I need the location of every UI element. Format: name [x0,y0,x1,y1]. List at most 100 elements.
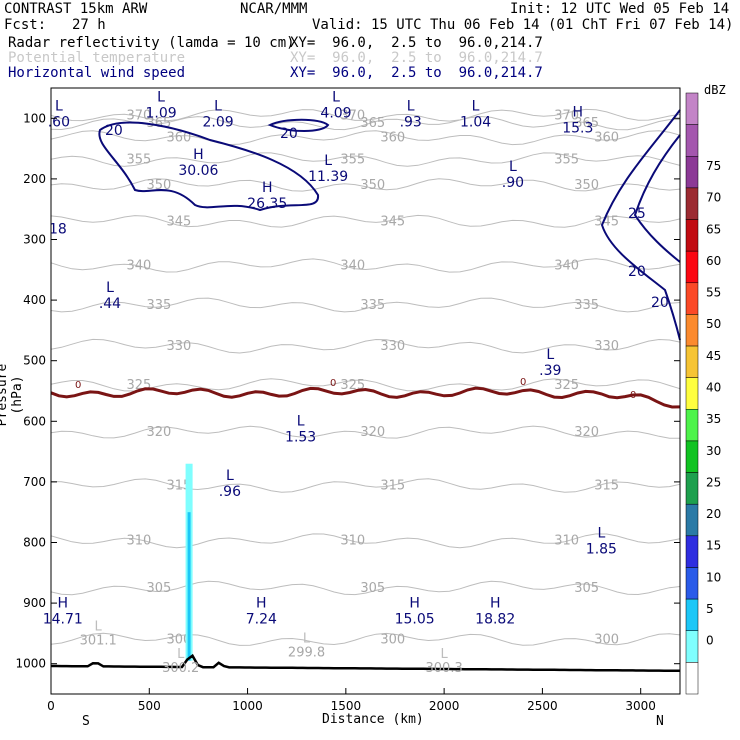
theta-label-355-2: 355 [554,153,579,168]
theta-label-315-0: 315 [166,479,191,494]
extremum-marker-9: L [324,153,332,169]
colorbar: 0 5 10 15 20 25 30 35 40 45 50 55 60 65 70 75 [685,92,721,695]
zero-line-label-3: 0 [630,390,636,401]
extremum-value-9: 11.39 [308,169,348,185]
extremum-marker-2: L [214,98,222,114]
y-tick-label-100: 100 [23,111,46,125]
x-tick-label-1500: 1500 [331,699,362,713]
theta-label-360-0: 360 [166,131,191,146]
extremum-marker-5: L [472,98,480,114]
theta-label-315-1: 315 [380,479,405,494]
wind-label-20-3: 20 [651,295,669,311]
theta-contour-325 [50,378,681,392]
theta-label-340-1: 340 [340,259,365,274]
theta-label-330-0: 330 [166,339,191,354]
x-axis-label: Distance (km) [322,712,424,727]
wind-label-25-4: 25 [628,206,646,222]
colorbar-label-30: 30 [706,444,721,458]
y-tick-label-1000: 1000 [15,657,46,671]
wind-label-20-0: 20 [105,123,123,139]
extremum-marker-7: H [193,147,204,163]
colorbar-cell-9 [685,377,699,410]
theta-contour-315 [50,478,681,493]
theta-label-370-1: 370 [340,108,365,123]
theta-label-335-1: 335 [360,298,385,313]
theta-contour-360 [50,130,681,146]
field-1-name: Radar reflectivity (lamda = 10 cm) [8,35,295,51]
colorbar-label-45: 45 [706,349,721,363]
colorbar-label-60: 60 [706,254,721,268]
colorbar-cell-12 [685,472,699,505]
theta-label-345-2: 345 [594,214,619,229]
theta-label-350-1: 350 [360,178,385,193]
theta-label-310-0: 310 [126,534,151,549]
x-tick-label-0: 0 [47,699,55,713]
extremum-value-5: 1.04 [460,114,491,130]
colorbar-label-65: 65 [706,222,721,236]
colorbar-label-15: 15 [706,539,721,553]
extremum-marker-13: L [297,413,305,429]
colorbar-label-70: 70 [706,191,721,205]
colorbar-label-35: 35 [706,412,721,426]
theta-contour-340 [50,258,681,273]
valid-time: Valid: 15 UTC Thu 06 Feb 14 (01 ChT Fri … [312,17,734,33]
wind-label-20-2: 20 [628,264,646,280]
colorbar-label-0: 0 [706,634,714,648]
colorbar-label-5: 5 [706,602,714,616]
theta-contour-320 [50,425,680,439]
theta-label-355-1: 355 [340,153,365,168]
extremum-marker-8: H [262,180,273,196]
extremum-value-14: .96 [219,484,241,500]
extremum-marker-4: L [407,98,415,114]
theta-label-305-0: 305 [146,581,171,596]
extremum-value-19: 18.82 [475,611,515,627]
extremum-marker-1: L [157,89,165,105]
field-2-name: Potential temperature [8,50,186,66]
colorbar-cell-11 [685,440,699,473]
wind-contours: 20 20 20 20 25 [98,109,681,341]
colorbar-label-40: 40 [706,381,721,395]
extremum-value-13: 1.53 [285,429,316,445]
zero-line-label-0: 0 [75,380,81,391]
wind-contour-20-upper [98,121,320,212]
colorbar-cell-5 [685,250,699,284]
theta-label-300-2: 300 [594,632,619,647]
theta-label-310-1: 310 [340,534,365,549]
wind-label-20-1: 20 [280,126,298,142]
colorbar-cell-2 [685,156,699,189]
theta-label-305-2: 305 [574,581,599,596]
y-tick-label-900: 900 [23,596,46,610]
wind-contour-20-small [267,118,330,132]
theta-label-330-1: 330 [380,339,405,354]
extremum-marker-3: L [332,89,340,105]
extremum-marker-19: H [490,595,501,611]
theta-label-335-0: 335 [146,298,171,313]
y-tick-label-500: 500 [23,354,46,368]
colorbar-label-25: 25 [706,475,721,489]
wind-contour-20-right [600,109,681,341]
theta-label-300-0: 300 [166,632,191,647]
reflectivity-column-inner [187,512,191,661]
forecast-value: 27 h [72,17,106,33]
theta-contour-335 [50,297,681,313]
colorbar-cell-13 [685,503,699,537]
colorbar-cell-17 [685,630,699,663]
theta-label-340-2: 340 [554,259,579,274]
extremum-value-15: 1.85 [586,542,617,558]
theta-contour-355 [50,152,681,167]
theta-label-345-0: 345 [166,214,191,229]
extremum-marker-10: L [509,159,517,175]
extremum-value-12: .39 [539,363,561,379]
theta-label-300-1: 300 [380,632,405,647]
theta-label-370-2: 370 [554,108,579,123]
theta-extremum-value-1: 299.8 [288,646,325,661]
extremum-marker-6: H [573,104,584,120]
plot-frame [50,87,681,695]
x-tick-label-2500: 2500 [527,699,558,713]
colorbar-cell-8 [685,345,699,378]
theta-label-305-1: 305 [360,581,385,596]
colorbar-cell-15 [685,567,699,600]
extremum-value-2: 2.09 [202,114,233,130]
